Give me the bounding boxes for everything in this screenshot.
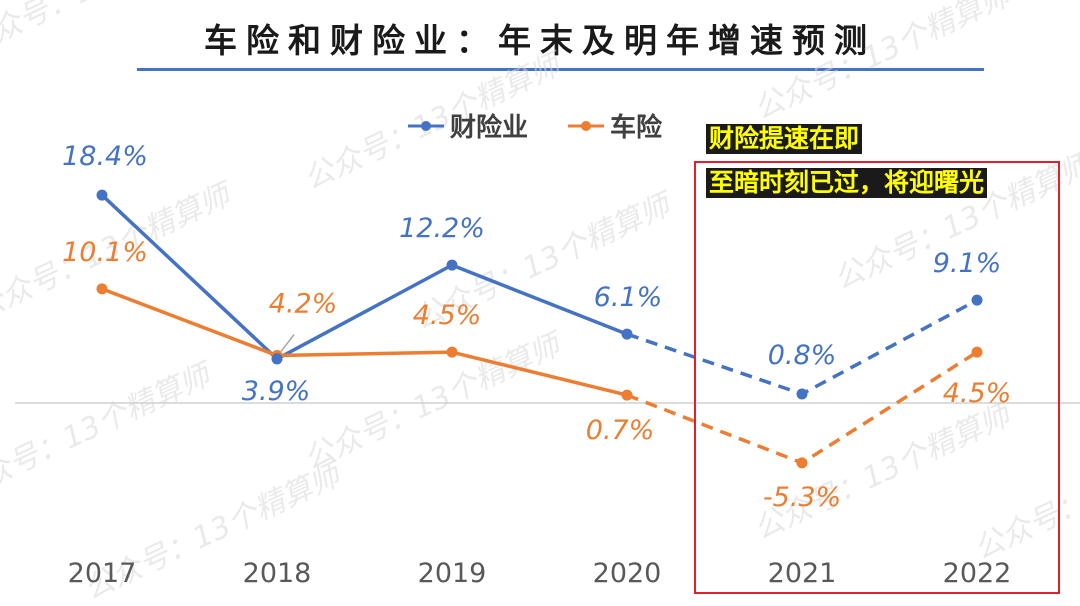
watermark-text: 公众号：13个精算师	[0, 0, 230, 62]
annotation-line-1: 财险提速在即	[706, 124, 863, 154]
data-point	[96, 283, 108, 295]
data-point	[796, 457, 808, 469]
data-label: 0.7%	[586, 415, 655, 446]
data-label: 6.1%	[594, 282, 663, 313]
data-point	[271, 353, 283, 365]
data-label: 10.1%	[62, 237, 148, 268]
legend-label: 车险	[610, 112, 663, 143]
title-underline	[137, 68, 984, 71]
watermark-text: 公众号：13个精算师	[749, 0, 1020, 127]
chart-title: 车险和财险业：年末及明年增速预测	[204, 21, 876, 60]
x-tick-label: 2022	[943, 558, 1012, 589]
data-point	[971, 346, 983, 358]
data-point	[621, 328, 633, 340]
x-tick-label: 2018	[243, 558, 312, 589]
data-point	[96, 189, 108, 201]
watermark-text: 公众号：13个精算师	[0, 356, 220, 507]
data-label: 12.2%	[399, 213, 485, 244]
legend-label: 财险业	[450, 112, 528, 143]
data-label: 9.1%	[933, 248, 1002, 279]
data-label: 18.4%	[62, 141, 148, 172]
data-label: 4.5%	[413, 300, 482, 331]
data-label: 0.8%	[768, 340, 837, 371]
data-label: 4.5%	[943, 378, 1012, 409]
watermark-text: 公众号：13个精算师	[299, 326, 570, 477]
data-point	[621, 389, 633, 401]
data-point	[446, 346, 458, 358]
data-label: 4.2%	[269, 289, 338, 320]
data-label: 3.9%	[242, 376, 311, 407]
data-point	[796, 388, 808, 400]
legend-swatch-marker	[421, 121, 431, 131]
x-tick-label: 2021	[768, 558, 837, 589]
data-point	[446, 259, 458, 271]
series-line-actual-0	[100, 193, 628, 361]
legend-swatch-marker	[581, 121, 591, 131]
data-label: -5.3%	[763, 482, 841, 513]
forecast-highlight-box	[694, 161, 1060, 594]
annotation-line-2: 至暗时刻已过，将迎曙光	[706, 168, 988, 198]
leader-line	[280, 334, 295, 352]
x-tick-label: 2019	[418, 558, 487, 589]
x-tick-label: 2017	[68, 558, 137, 589]
series-line-actual-1	[101, 287, 628, 397]
x-tick-label: 2020	[593, 558, 662, 589]
data-point	[971, 294, 983, 306]
watermark-text: 公众号：13个精算师	[299, 46, 570, 197]
